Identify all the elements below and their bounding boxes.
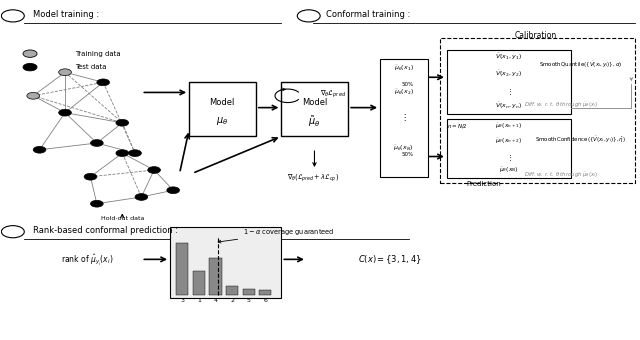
Text: $\vdots$: $\vdots$ (400, 112, 407, 123)
Text: Rank-based conformal prediction :: Rank-based conformal prediction : (33, 226, 178, 235)
Circle shape (148, 167, 161, 173)
Text: 4: 4 (214, 298, 218, 303)
Bar (209, 258, 221, 295)
Text: Diff. w. r. t. $\theta$ through $\tilde{\mu}_\theta(x_i)$: Diff. w. r. t. $\theta$ through $\tilde{… (524, 171, 598, 180)
Text: Training data: Training data (75, 51, 120, 57)
FancyBboxPatch shape (170, 227, 282, 298)
Text: $n = N/2$: $n = N/2$ (447, 122, 468, 130)
Text: SmoothQuantile($\{\tilde{V}(x_i,y_i)\}, \alpha$): SmoothQuantile($\{\tilde{V}(x_i,y_i)\}, … (539, 61, 622, 70)
Bar (243, 289, 255, 295)
Circle shape (27, 92, 40, 99)
FancyBboxPatch shape (447, 50, 571, 114)
Circle shape (97, 79, 109, 86)
Text: Model: Model (209, 98, 235, 107)
Circle shape (135, 193, 148, 200)
Text: Hold-out data: Hold-out data (100, 216, 144, 221)
Bar (177, 243, 188, 295)
Circle shape (90, 200, 103, 207)
Circle shape (1, 226, 24, 238)
Text: $\nabla_\theta(\mathcal{L}_{pred} + \lambda \mathcal{L}_{cp})$: $\nabla_\theta(\mathcal{L}_{pred} + \lam… (287, 173, 339, 184)
Text: b: b (306, 11, 312, 20)
Text: Prediction: Prediction (466, 181, 500, 187)
Circle shape (33, 147, 46, 153)
Bar (226, 286, 238, 295)
Text: $\vdots$: $\vdots$ (506, 153, 511, 163)
Circle shape (298, 10, 320, 22)
Circle shape (116, 119, 129, 126)
FancyBboxPatch shape (282, 82, 348, 136)
Text: $\tilde{\mu}_\theta(x_{n+1})$: $\tilde{\mu}_\theta(x_{n+1})$ (495, 122, 522, 131)
Text: Diff. w. r. t. $\theta$ through $\tilde{\mu}_\theta(x_i)$: Diff. w. r. t. $\theta$ through $\tilde{… (524, 101, 598, 110)
Circle shape (1, 10, 24, 22)
Text: 50%: 50% (401, 82, 413, 86)
Text: $\tilde{V}(x_n,y_n)$: $\tilde{V}(x_n,y_n)$ (495, 101, 522, 111)
Text: $\tilde{\mu}_\theta(x_N)$: $\tilde{\mu}_\theta(x_N)$ (394, 143, 413, 153)
Text: rank of $\hat{\mu}_{y_i}(x_i)$: rank of $\hat{\mu}_{y_i}(x_i)$ (61, 252, 113, 267)
Circle shape (167, 187, 180, 193)
Text: $1-\alpha$ coverage guaranteed: $1-\alpha$ coverage guaranteed (218, 227, 335, 243)
Circle shape (84, 173, 97, 180)
FancyBboxPatch shape (447, 119, 571, 178)
Text: 1: 1 (197, 298, 201, 303)
Circle shape (129, 150, 141, 156)
Circle shape (23, 50, 37, 57)
Text: Model: Model (302, 98, 327, 107)
Circle shape (90, 140, 103, 147)
Text: 2: 2 (230, 298, 234, 303)
Circle shape (59, 109, 72, 116)
Text: $\tilde{\mu}_\theta(x_2)$: $\tilde{\mu}_\theta(x_2)$ (394, 88, 413, 97)
FancyBboxPatch shape (380, 59, 428, 177)
Text: 5: 5 (246, 298, 250, 303)
Circle shape (116, 150, 129, 156)
FancyBboxPatch shape (189, 82, 256, 136)
Text: $\tilde{\mu}_\theta(x_1)$: $\tilde{\mu}_\theta(x_1)$ (394, 64, 413, 73)
Text: $\tilde{\mu}_\theta(x_N)$: $\tilde{\mu}_\theta(x_N)$ (499, 166, 518, 175)
Text: Test data: Test data (75, 64, 106, 70)
Text: $C(x) = \{3,1,4\}$: $C(x) = \{3,1,4\}$ (358, 253, 422, 266)
Circle shape (59, 69, 72, 75)
Text: a: a (10, 11, 15, 20)
Circle shape (23, 64, 37, 71)
Text: $\tilde{V}(x_1,y_1)$: $\tilde{V}(x_1,y_1)$ (495, 52, 522, 62)
Text: $\tilde{V}(x_2,y_2)$: $\tilde{V}(x_2,y_2)$ (495, 69, 522, 79)
Text: 6: 6 (263, 298, 267, 303)
Bar (259, 290, 271, 295)
Bar (193, 271, 205, 295)
Text: Model training :: Model training : (33, 11, 99, 19)
Text: Calibration: Calibration (515, 31, 557, 40)
Text: $\tilde{\mu}_\theta(x_{n+2})$: $\tilde{\mu}_\theta(x_{n+2})$ (495, 137, 522, 146)
Text: $\vdots$: $\vdots$ (506, 88, 511, 97)
Text: c: c (10, 227, 15, 236)
Text: 50%: 50% (401, 152, 413, 157)
Text: $\mu_\theta$: $\mu_\theta$ (216, 115, 228, 127)
Text: 3: 3 (180, 298, 184, 303)
Text: SmoothConfidence($\{\tilde{V}(x_i,y_i)\}, \hat{\eta}$): SmoothConfidence($\{\tilde{V}(x_i,y_i)\}… (535, 135, 626, 144)
Text: $\tilde{\mu}_\theta$: $\tilde{\mu}_\theta$ (308, 114, 321, 129)
Text: $\nabla_\theta \mathcal{L}_{pred}$: $\nabla_\theta \mathcal{L}_{pred}$ (319, 88, 346, 100)
Text: Conformal training :: Conformal training : (326, 11, 410, 19)
